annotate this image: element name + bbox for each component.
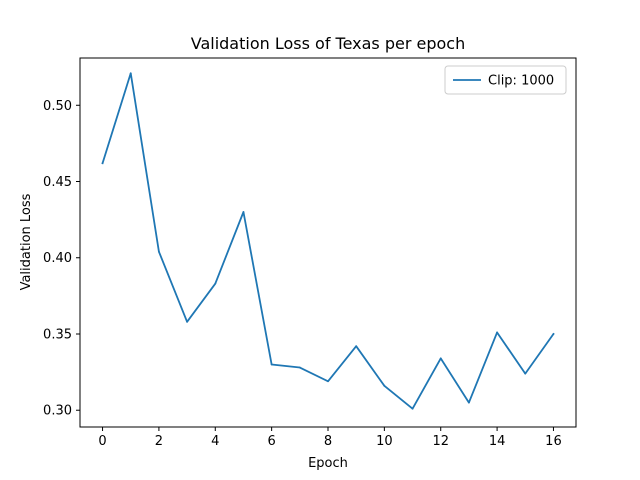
data-point xyxy=(383,384,386,387)
x-tick-label: 4 xyxy=(211,434,219,449)
x-tick-label: 12 xyxy=(432,434,449,449)
chart-title: Validation Loss of Texas per epoch xyxy=(191,34,465,53)
x-tick-label: 10 xyxy=(376,434,393,449)
plot-area: 0 2 4 6 8 10 12 14 16 0.30 0.35 0.40 0.45 0.50 Clip: 1… xyxy=(43,57,577,449)
y-tick-label: 0.40 xyxy=(43,251,72,266)
data-point xyxy=(468,401,470,404)
data-point xyxy=(524,372,527,375)
y-axis-label: Validation Loss xyxy=(19,193,34,290)
y-tick-label: 0.35 xyxy=(43,327,72,342)
data-point xyxy=(552,333,555,335)
data-point xyxy=(101,162,104,165)
x-tick-label: 16 xyxy=(545,434,562,449)
x-tick-label: 8 xyxy=(324,434,332,449)
x-axis-label: Epoch xyxy=(308,456,348,471)
data-point xyxy=(270,363,273,366)
data-point xyxy=(158,250,160,253)
legend-box xyxy=(444,65,567,95)
data-point xyxy=(496,331,498,334)
data-point xyxy=(242,211,245,213)
data-point xyxy=(186,320,188,323)
x-tick-label: 2 xyxy=(155,434,163,449)
data-point xyxy=(439,357,442,360)
data-point xyxy=(411,407,414,410)
y-tick-label: 0.30 xyxy=(43,404,72,419)
legend-label: Clip: 1000 xyxy=(488,74,554,89)
x-tick-label: 14 xyxy=(489,434,506,449)
y-tick-label: 0.45 xyxy=(43,175,72,190)
data-point xyxy=(214,282,217,285)
data-point xyxy=(129,72,132,75)
data-point xyxy=(355,345,358,348)
x-tick-label: 6 xyxy=(267,434,275,449)
data-point xyxy=(327,380,329,383)
y-tick-label: 0.50 xyxy=(43,99,72,114)
data-point xyxy=(298,366,301,369)
x-tick-label: 0 xyxy=(98,434,106,449)
